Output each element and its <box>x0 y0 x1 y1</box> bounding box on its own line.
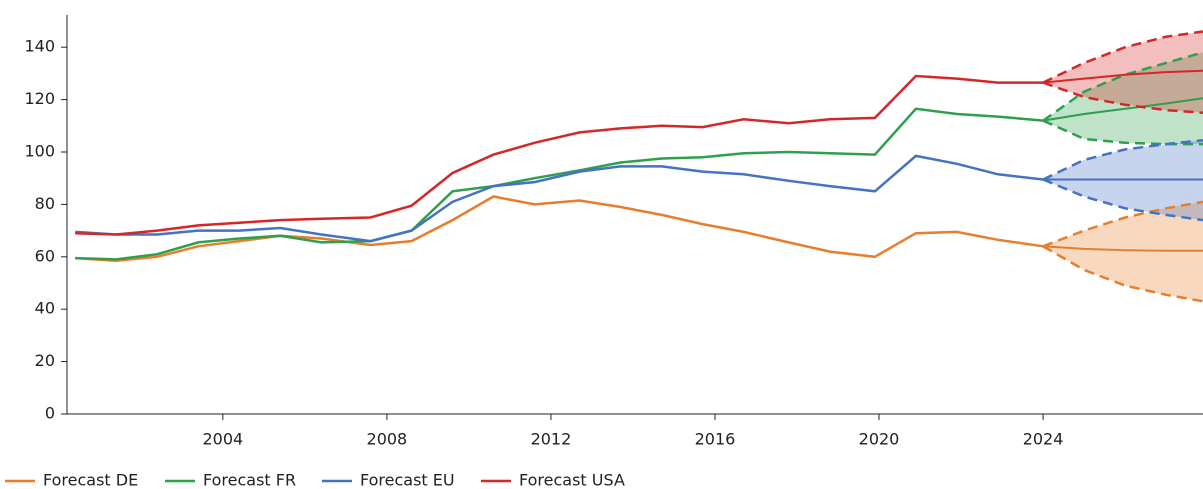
y-tick-label: 100 <box>24 142 55 161</box>
legend-label: Forecast FR <box>203 471 296 489</box>
lower-bound-line <box>1042 245 1203 303</box>
legend-label: Forecast DE <box>43 471 138 489</box>
y-tick-label: 0 <box>45 404 55 423</box>
y-tick-label: 80 <box>35 194 55 213</box>
y-tick-label: 40 <box>35 299 55 318</box>
series-line <box>75 74 1044 236</box>
legend-label: Forecast USA <box>519 471 625 489</box>
forecast-line <box>1043 69 1203 84</box>
y-tick-label: 20 <box>35 351 55 370</box>
x-tick-label: 2020 <box>859 430 900 449</box>
series-line <box>75 154 1044 243</box>
y-tick-label: 60 <box>35 246 55 265</box>
x-tick-label: 2024 <box>1023 430 1064 449</box>
x-tick-label: 2016 <box>695 430 736 449</box>
x-tick-label: 2008 <box>367 430 408 449</box>
forecast-line <box>1043 245 1203 252</box>
series-line <box>75 107 1044 261</box>
y-tick-label: 120 <box>24 89 55 108</box>
upper-bound-line <box>1042 200 1203 248</box>
series-line <box>75 195 1044 262</box>
forecast-band <box>1043 201 1203 302</box>
lower-bound-line <box>1042 81 1203 114</box>
x-tick-label: 2004 <box>202 430 243 449</box>
forecast-band <box>1043 52 1203 145</box>
upper-bound-line <box>1042 51 1203 122</box>
upper-bound-line <box>1042 138 1203 181</box>
upper-bound-line <box>1042 30 1203 84</box>
legend-label: Forecast EU <box>360 471 455 489</box>
x-tick-label: 2012 <box>531 430 572 449</box>
forecast-line <box>1042 97 1203 122</box>
y-tick-label: 140 <box>24 37 55 56</box>
lower-bound-line <box>1042 119 1203 146</box>
lower-bound-line <box>1042 178 1203 222</box>
